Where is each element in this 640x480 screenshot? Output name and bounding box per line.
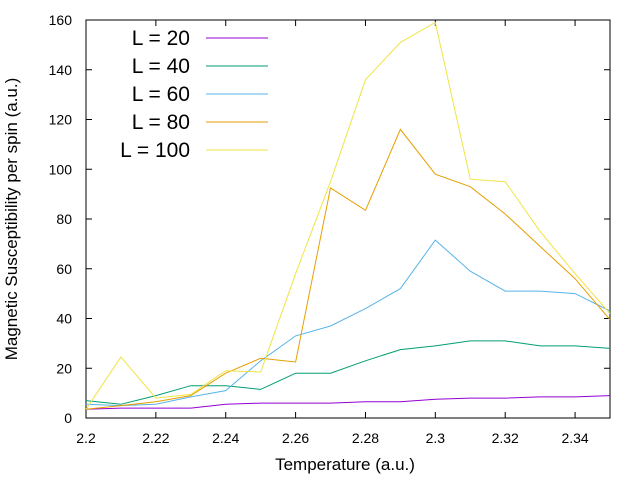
series-line-l-80 (85, 128, 611, 410)
y-axis-label: Magnetic Susceptibility per spin (a.u.) (2, 78, 21, 361)
series-line-l-100 (85, 21, 611, 410)
legend-label-l-100: L = 100 (120, 139, 190, 162)
x-tick-label: 2.3 (426, 430, 446, 446)
legend-label-l-40: L = 40 (132, 55, 190, 78)
x-tick-label: 2.28 (352, 430, 379, 446)
x-tick-label: 2.34 (561, 430, 588, 446)
y-tick-label: 140 (49, 62, 73, 78)
y-tick-label: 0 (64, 410, 72, 426)
legend-label-l-80: L = 80 (132, 111, 190, 134)
x-tick-label: 2.22 (142, 430, 169, 446)
x-tick-label: 2.24 (212, 430, 239, 446)
plot-area: 2.2 2.22 2.24 2.26 2.28 2.3 2.32 2.34 0 20 40 60 80 1… (49, 12, 611, 446)
x-tick-label: 2.32 (492, 430, 519, 446)
y-tick-label: 60 (56, 261, 72, 277)
y-tick-label: 40 (56, 311, 72, 327)
y-tick-label: 80 (56, 211, 72, 227)
y-tick-label: 100 (49, 161, 73, 177)
y-tick-label: 20 (56, 360, 72, 376)
legend-label-l-60: L = 60 (132, 83, 190, 106)
y-tick-label: 120 (49, 112, 73, 128)
x-axis-label: Temperature (a.u.) (275, 455, 415, 474)
x-tick-label: 2.26 (282, 430, 309, 446)
series-line-l-60 (85, 239, 611, 407)
legend-label-l-20: L = 20 (132, 27, 190, 50)
series-line-l-20 (85, 395, 611, 410)
x-tick-label: 2.2 (76, 430, 96, 446)
y-tick-label: 160 (49, 12, 73, 28)
series-line-l-40 (85, 340, 611, 405)
